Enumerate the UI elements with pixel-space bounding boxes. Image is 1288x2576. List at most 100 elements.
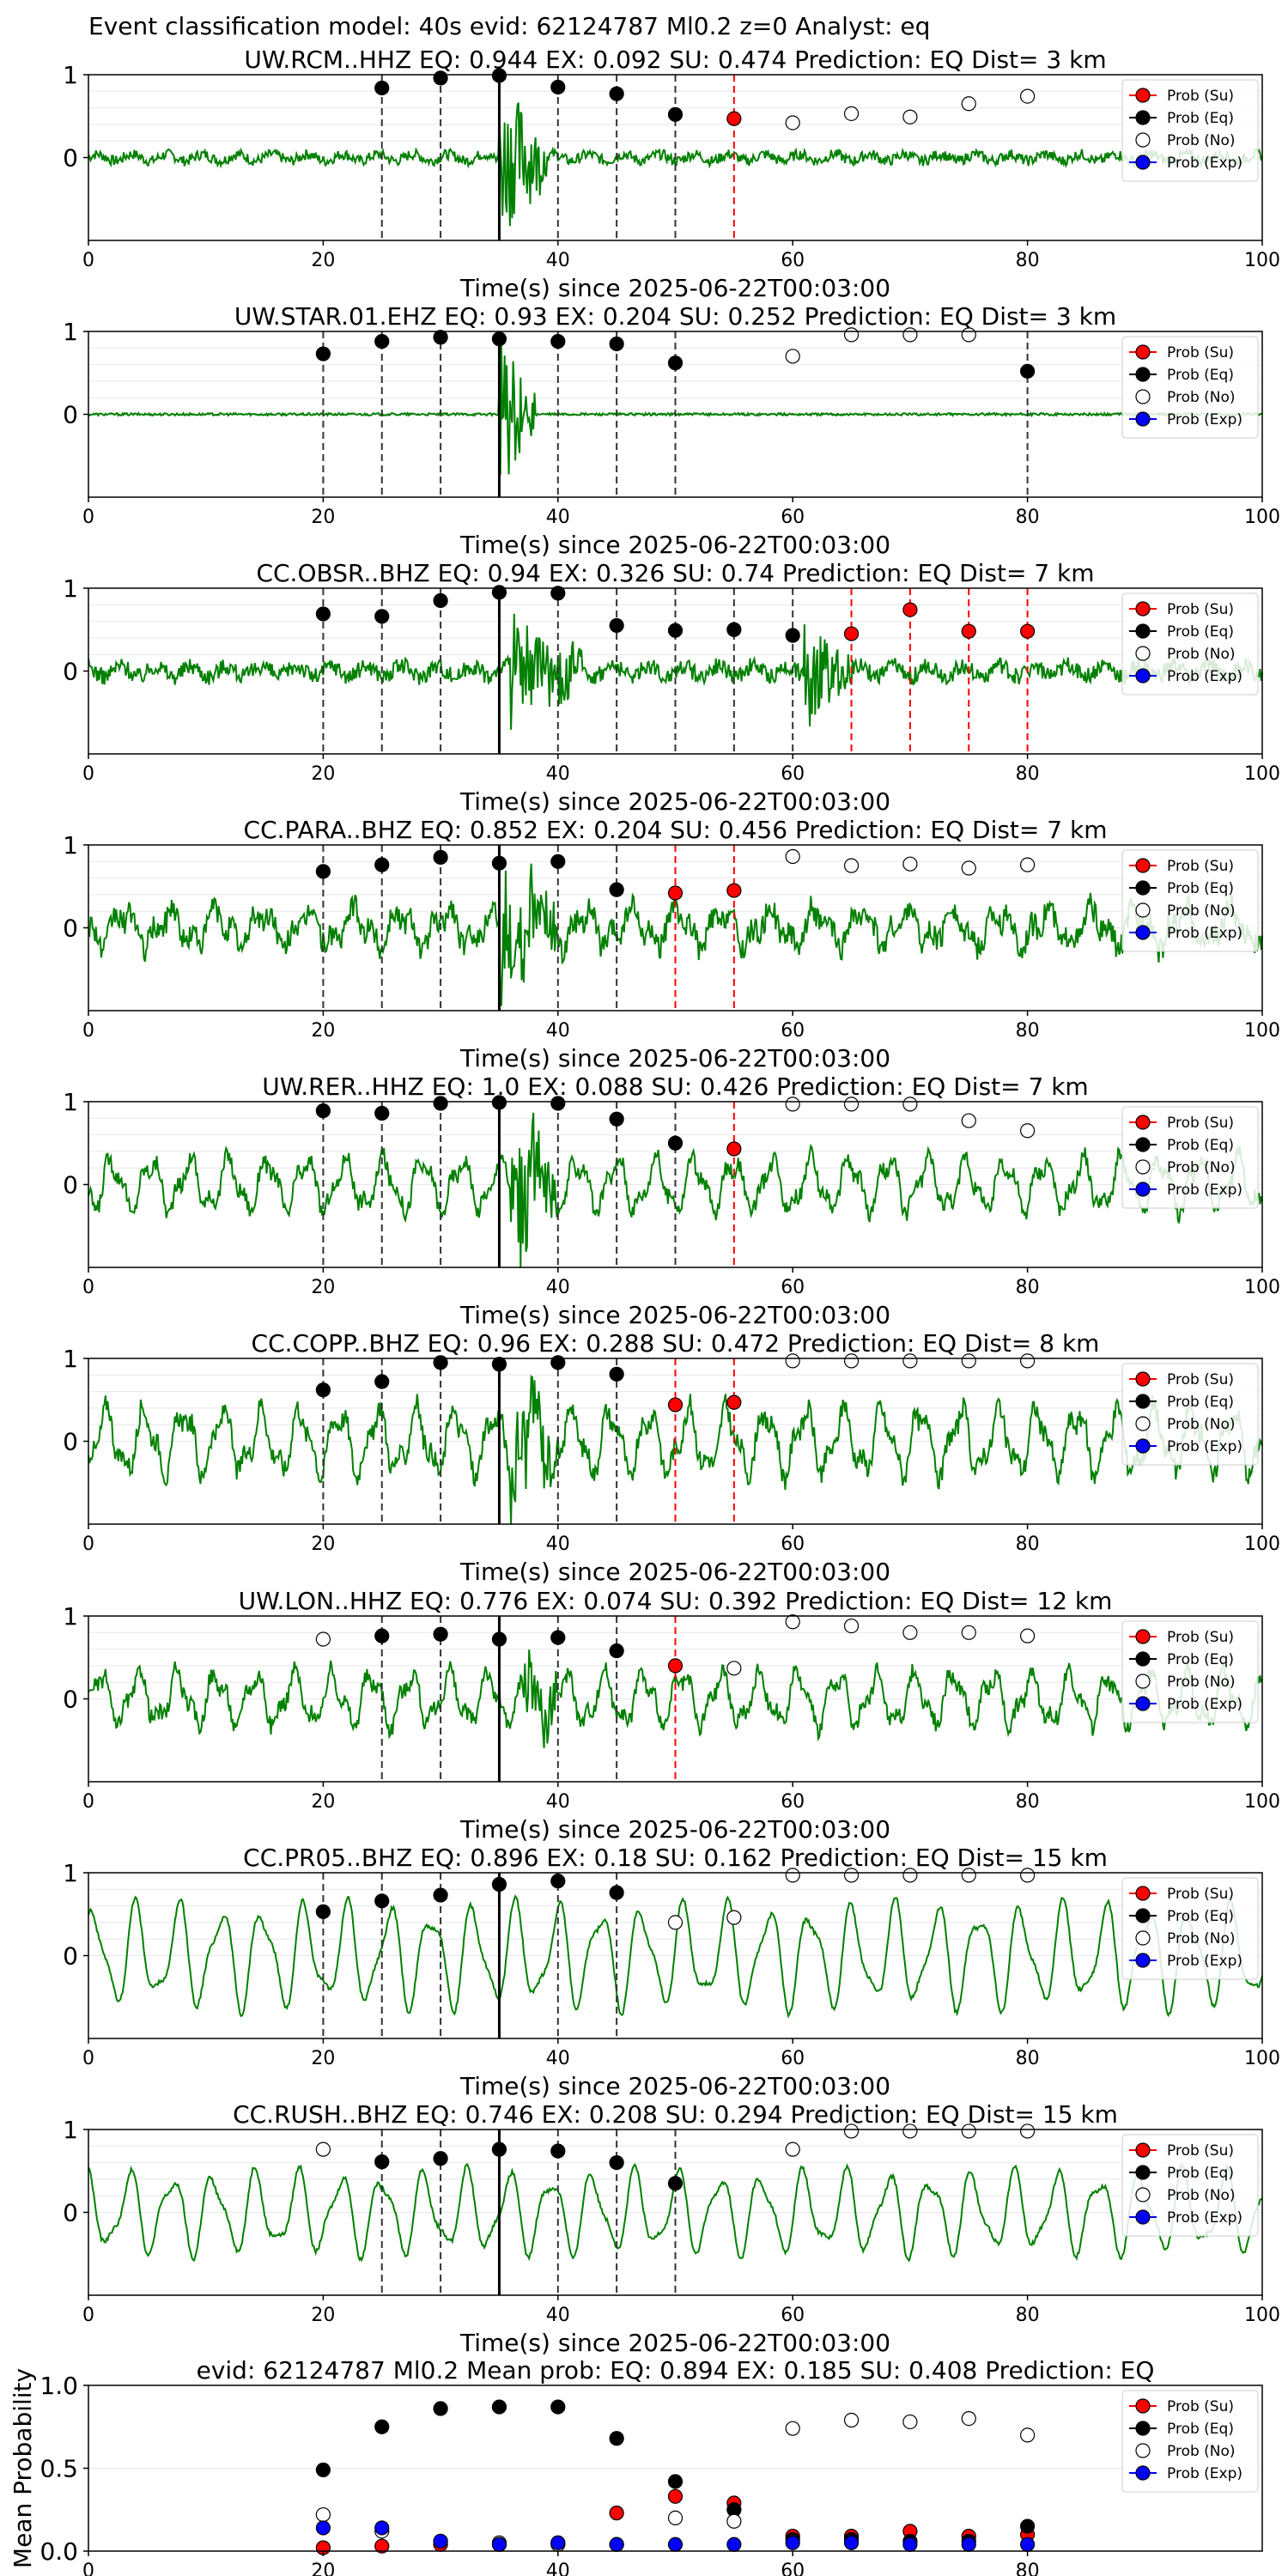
legend-marker <box>1135 1674 1151 1689</box>
prob-marker <box>433 1887 448 1903</box>
panel-title: UW.RCM..HHZ EQ: 0.944 EX: 0.092 SU: 0.47… <box>244 46 1106 74</box>
prob-marker <box>961 1353 976 1369</box>
mean-prob-marker <box>315 2520 331 2536</box>
panel-title: CC.PARA..BHZ EQ: 0.852 EX: 0.204 SU: 0.4… <box>244 816 1108 844</box>
mean-prob-marker <box>433 2401 448 2416</box>
legend-marker <box>1135 1159 1151 1175</box>
x-axis-label: Time(s) since 2025-06-22T00:03:00 <box>459 787 890 816</box>
prob-marker <box>433 592 448 609</box>
prob-marker <box>1019 1353 1036 1369</box>
legend-label: Prob (No) <box>1167 1930 1236 1947</box>
legend-marker <box>1135 902 1151 918</box>
prob-marker <box>433 2151 448 2166</box>
y-tick-label: 1 <box>63 1859 78 1887</box>
prob-marker <box>726 883 742 898</box>
legend-label: Prob (Eq) <box>1167 110 1234 127</box>
legend-box <box>1121 1363 1259 1466</box>
prob-marker <box>843 1868 860 1883</box>
prob-marker <box>491 2142 507 2157</box>
x-axis-label: Time(s) since 2025-06-22T00:03:00 <box>459 1044 890 1072</box>
prob-marker <box>1019 363 1036 379</box>
prob-marker <box>491 331 507 347</box>
legend-label: Prob (Su) <box>1167 1115 1234 1132</box>
y-tick-label: 1 <box>63 574 78 603</box>
mean-prob-marker <box>550 2535 566 2550</box>
prob-marker <box>315 1382 331 1398</box>
legend-marker <box>1135 1953 1151 1968</box>
prob-marker <box>667 885 683 901</box>
prob-marker <box>374 2154 390 2170</box>
y-tick-label: 0.0 <box>39 2537 78 2566</box>
mean-prob-marker <box>1019 2427 1036 2443</box>
y-tick-label: 1 <box>63 831 78 860</box>
prob-marker <box>609 1366 624 1382</box>
panel-title: UW.LON..HHZ EQ: 0.776 EX: 0.074 SU: 0.39… <box>239 1587 1113 1615</box>
legend-label: Prob (No) <box>1167 1159 1236 1176</box>
x-tick-label: 100 <box>1244 1020 1280 1042</box>
prob-marker <box>315 2142 331 2157</box>
x-tick-label: 0 <box>82 1534 94 1555</box>
legend-marker <box>1135 2165 1151 2180</box>
legend-marker <box>1135 668 1151 683</box>
prob-marker <box>491 855 507 871</box>
prob-marker <box>550 1355 566 1370</box>
legend-label: Prob (Exp) <box>1167 2465 1242 2482</box>
prob-marker <box>785 1097 800 1112</box>
mean-prob-marker <box>491 2537 507 2552</box>
legend-label: Prob (Eq) <box>1167 880 1234 897</box>
prob-marker <box>843 858 860 873</box>
prob-marker <box>315 1103 331 1119</box>
mean-prob-marker <box>961 2537 976 2552</box>
panel-4: UW.RER..HHZ EQ: 1.0 EX: 0.088 SU: 0.426 … <box>63 1072 1280 1329</box>
x-tick-label: 40 <box>546 2561 570 2576</box>
y-tick-label: 0 <box>63 1428 78 1456</box>
y-tick-label: 1 <box>63 318 78 346</box>
legend-box <box>1121 1877 1259 1980</box>
legend-marker <box>1135 601 1151 617</box>
prob-marker <box>491 1876 507 1893</box>
prob-marker <box>1019 2123 1036 2139</box>
panel-9: evid: 62124787 Ml0.2 Mean prob: EQ: 0.89… <box>9 2356 1263 2576</box>
waveform-trace <box>88 1894 1263 2019</box>
prob-marker <box>1019 1123 1036 1139</box>
x-tick-label: 20 <box>311 1277 335 1298</box>
legend-label: Prob (Su) <box>1167 344 1234 361</box>
x-tick-label: 60 <box>781 763 805 785</box>
prob-marker <box>433 330 448 345</box>
x-tick-label: 80 <box>1016 250 1040 271</box>
mean-prob-marker <box>902 2537 918 2552</box>
legend-marker <box>1135 1629 1151 1644</box>
x-tick-label: 40 <box>546 2048 570 2069</box>
prob-marker <box>961 2123 976 2139</box>
prob-marker <box>902 109 918 125</box>
x-tick-label: 20 <box>311 1020 335 1042</box>
x-axis-label: Time(s) since 2025-06-22T00:03:00 <box>459 1815 890 1844</box>
x-tick-label: 40 <box>546 1020 570 1042</box>
x-tick-label: 60 <box>781 1791 805 1813</box>
mean-prob-marker <box>843 2535 860 2550</box>
legend-label: Prob (No) <box>1167 1674 1236 1691</box>
legend-label: Prob (No) <box>1167 1416 1236 1433</box>
x-tick-label: 60 <box>781 2048 805 2069</box>
legend-label: Prob (Eq) <box>1167 367 1234 384</box>
prob-marker <box>374 1628 390 1643</box>
prob-marker <box>1019 88 1036 104</box>
prob-marker <box>961 1625 976 1640</box>
x-tick-label: 80 <box>1016 1020 1040 1042</box>
mean-prob-marker <box>726 2513 742 2529</box>
prob-marker <box>902 1097 918 1112</box>
x-tick-label: 20 <box>311 1791 335 1813</box>
prob-marker <box>785 628 800 643</box>
legend-label: Prob (Su) <box>1167 858 1234 875</box>
legend-label: Prob (Eq) <box>1167 2165 1234 2182</box>
x-tick-label: 0 <box>82 2048 94 2069</box>
x-tick-label: 40 <box>546 250 570 271</box>
x-tick-label: 20 <box>311 2305 335 2326</box>
legend: Prob (Su) Prob (Eq) Prob (No) Prob (Exp) <box>1121 2390 1259 2493</box>
legend-marker <box>1135 1651 1151 1667</box>
y-tick-label: 0 <box>63 1942 78 1971</box>
legend-label: Prob (No) <box>1167 902 1236 920</box>
x-tick-label: 40 <box>546 1534 570 1555</box>
prob-marker <box>667 106 683 122</box>
legend-marker <box>1135 1394 1151 1409</box>
